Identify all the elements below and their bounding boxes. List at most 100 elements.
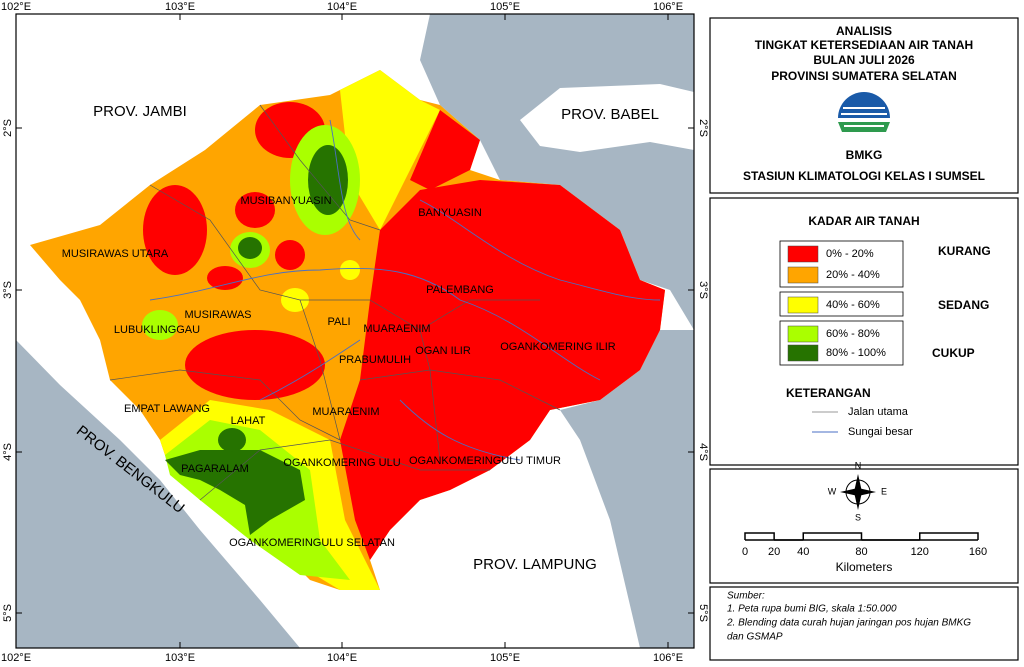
map: PROV. JAMBI PROV. BABEL PROV. BENGKULU P… — [15, 13, 695, 649]
lon-label: 103°E — [165, 652, 195, 664]
zone — [238, 237, 262, 259]
title-line: TINGKAT KETERSEDIAAN AIR TANAH — [755, 38, 973, 52]
legend-label: 40% - 60% — [826, 299, 880, 311]
region-label: BANYUASIN — [418, 207, 482, 219]
lon-label: 103°E — [165, 1, 195, 13]
keterangan-item: Jalan utama — [848, 406, 909, 418]
region-label: LUBUKLINGGAU — [114, 324, 200, 336]
lat-label: 5°S — [2, 604, 14, 622]
region-label: MUARAENIM — [363, 323, 430, 335]
lat-label: 3°S — [2, 281, 14, 299]
zone — [185, 330, 325, 400]
lon-label: 105°E — [490, 1, 520, 13]
province-label: PROV. BABEL — [561, 106, 659, 123]
legend-category: SEDANG — [938, 298, 989, 312]
zone — [218, 428, 246, 452]
lat-label: 5°S — [697, 604, 709, 622]
logo-lines — [841, 107, 887, 127]
lat-label: 2°S — [2, 119, 14, 137]
legend-label: 60% - 80% — [826, 328, 880, 340]
legend-swatch — [787, 344, 819, 362]
title-line: PROVINSI SUMATERA SELATAN — [771, 69, 957, 83]
zone — [340, 180, 665, 560]
sea — [16, 340, 300, 648]
source-line: 2. Blending data curah hujan jaringan po… — [726, 618, 971, 629]
province-label: PROV. LAMPUNG — [473, 556, 597, 573]
zone — [207, 266, 243, 290]
logo-text: BMKG — [846, 148, 883, 162]
lat-label: 4°S — [697, 443, 709, 461]
region-label: PAGARALAM — [181, 463, 249, 475]
legend-swatch — [787, 325, 819, 343]
zone — [143, 185, 207, 275]
zone — [340, 70, 440, 230]
region-label: PRABUMULIH — [339, 354, 411, 366]
region-label: EMPAT LAWANG — [124, 403, 210, 415]
legend: 0% - 20% 20% - 40% 40% - 60% 60% - 80% 80% -… — [779, 240, 904, 366]
scale-label: 160 — [969, 546, 987, 558]
legend-title: KADAR AIR TANAH — [808, 214, 919, 228]
island — [520, 84, 694, 152]
scale-segment — [744, 532, 775, 540]
compass-letter: S — [855, 512, 861, 522]
source-box — [709, 586, 1019, 661]
legend-label: 80% - 100% — [826, 347, 886, 359]
lon-label: 104°E — [327, 652, 357, 664]
zone — [235, 192, 275, 228]
zone — [410, 110, 480, 190]
zone — [275, 240, 305, 270]
scale-label: 20 — [768, 546, 780, 558]
scale-segment — [802, 532, 863, 540]
scale-label: 120 — [911, 546, 929, 558]
title-line: ANALISIS — [836, 24, 892, 38]
title-line: BULAN JULI 2026 — [813, 53, 915, 67]
zone — [340, 260, 360, 280]
region-label: PALEMBANG — [426, 284, 494, 296]
graticule: 102°E 102°E 103°E 103°E 104°E 104°E 105°E 105°E… — [1, 1, 709, 664]
compass-box — [709, 468, 1019, 584]
region-label: MUARAENIM — [312, 406, 379, 418]
keterangan-title: KETERANGAN — [786, 386, 871, 400]
source-line: dan GSMAP — [727, 632, 783, 643]
lon-label: 102°E — [1, 1, 31, 13]
region-label: MUSIBANYUASIN — [240, 195, 331, 207]
region-label: PALI — [327, 316, 350, 328]
region-label: OGANKOMERING ULU — [283, 457, 400, 469]
zone — [190, 320, 290, 360]
logo-sky — [838, 92, 890, 118]
legend-category: CUKUP — [932, 346, 975, 360]
lat-label: 2°S — [697, 119, 709, 137]
region-label: OGANKOMERING ILIR — [500, 341, 616, 353]
scale-unit: Kilometers — [836, 560, 893, 574]
lon-label: 106°E — [653, 1, 683, 13]
source-line: 1. Peta rupa bumi BIG, skala 1:50.000 — [727, 604, 897, 615]
lat-label: 4°S — [2, 443, 14, 461]
compass-letter: W — [828, 486, 837, 496]
region-label: OGANKOMERINGULU SELATAN — [229, 537, 395, 549]
legend-label: 20% - 40% — [826, 269, 880, 281]
scale-segment — [919, 532, 979, 540]
source-title: Sumber: — [727, 591, 765, 602]
zone — [308, 145, 348, 215]
scale-bar: 0 20 40 80 120 160 — [742, 532, 987, 558]
legend-group — [779, 320, 904, 366]
compass-needle — [840, 488, 876, 496]
region-label: LAHAT — [231, 415, 266, 427]
legend-label: 0% - 20% — [826, 248, 874, 260]
compass-letter: E — [881, 486, 887, 496]
compass — [840, 474, 876, 510]
scale-label: 0 — [742, 546, 748, 558]
legend-group — [779, 291, 904, 317]
region-label: OGAN ILIR — [415, 345, 471, 357]
zone — [142, 310, 178, 340]
sea — [560, 330, 694, 648]
legend-group — [779, 240, 904, 288]
region-label: MUSIRAWAS — [184, 309, 251, 321]
lat-label: 3°S — [697, 281, 709, 299]
legend-box — [709, 197, 1019, 466]
scale-label: 80 — [855, 546, 867, 558]
keterangan-item: Sungai besar — [848, 426, 913, 438]
station: STASIUN KLIMATOLOGI KELAS I SUMSEL — [743, 169, 985, 183]
region-label: MUSIRAWAS UTARA — [62, 248, 169, 260]
